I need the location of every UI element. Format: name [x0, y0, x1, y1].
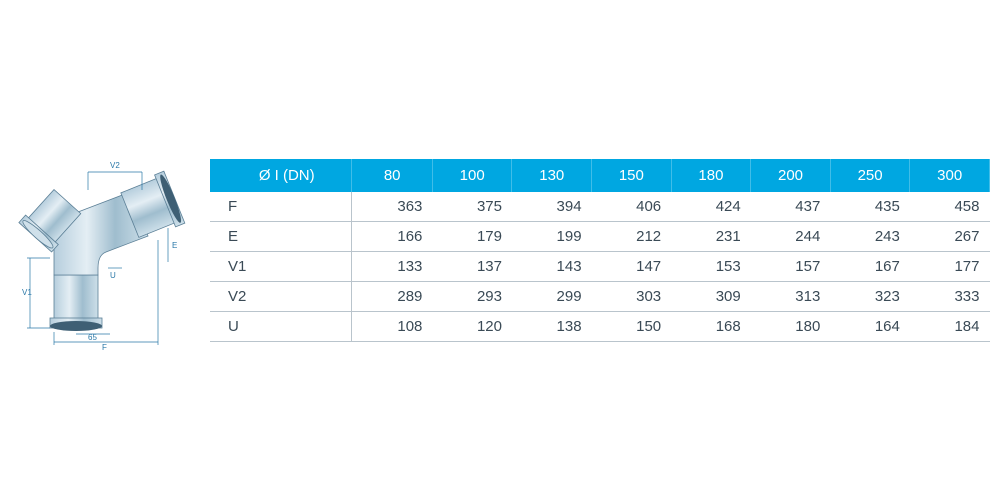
col-header-180: 180 — [671, 159, 751, 192]
table-row: F363375394406424437435458 — [210, 192, 990, 222]
cell-value: 458 — [910, 192, 990, 222]
cell-value: 166 — [352, 221, 432, 251]
cell-value: 231 — [671, 221, 751, 251]
cell-value: 150 — [592, 311, 672, 341]
row-label: U — [210, 311, 352, 341]
col-header-80: 80 — [352, 159, 432, 192]
cell-value: 167 — [830, 251, 910, 281]
cell-value: 180 — [751, 311, 831, 341]
col-header-250: 250 — [830, 159, 910, 192]
cell-value: 244 — [751, 221, 831, 251]
table-row: E166179199212231244243267 — [210, 221, 990, 251]
cell-value: 120 — [432, 311, 512, 341]
cell-value: 435 — [830, 192, 910, 222]
cell-value: 394 — [512, 192, 592, 222]
col-header-150: 150 — [592, 159, 672, 192]
row-label: V1 — [210, 251, 352, 281]
cell-value: 309 — [671, 281, 751, 311]
table-row: V1133137143147153157167177 — [210, 251, 990, 281]
col-header-200: 200 — [751, 159, 831, 192]
dimension-table-wrap: Ø I (DN)80100130150180200250300 F3633753… — [190, 159, 990, 342]
cell-value: 199 — [512, 221, 592, 251]
cell-value: 138 — [512, 311, 592, 341]
cell-value: 323 — [830, 281, 910, 311]
cell-value: 267 — [910, 221, 990, 251]
cell-value: 333 — [910, 281, 990, 311]
dim-label-u: U — [110, 271, 116, 280]
cell-value: 133 — [352, 251, 432, 281]
dim-label-65: 65 — [88, 333, 97, 342]
cell-value: 137 — [432, 251, 512, 281]
dim-label-v1: V1 — [22, 288, 32, 297]
cell-value: 184 — [910, 311, 990, 341]
col-header-100: 100 — [432, 159, 512, 192]
dim-label-v2: V2 — [110, 161, 120, 170]
cell-value: 212 — [592, 221, 672, 251]
cell-value: 179 — [432, 221, 512, 251]
dim-label-e: E — [172, 241, 177, 250]
col-header-dn: Ø I (DN) — [210, 159, 352, 192]
table-row: U108120138150168180164184 — [210, 311, 990, 341]
cell-value: 437 — [751, 192, 831, 222]
table-row: V2289293299303309313323333 — [210, 281, 990, 311]
pipe-elbow-svg: V1 F 65 V2 E U — [10, 150, 190, 350]
dimension-table: Ø I (DN)80100130150180200250300 F3633753… — [210, 159, 990, 342]
technical-diagram: V1 F 65 V2 E U — [10, 150, 190, 350]
cell-value: 157 — [751, 251, 831, 281]
cell-value: 424 — [671, 192, 751, 222]
cell-value: 293 — [432, 281, 512, 311]
row-label: F — [210, 192, 352, 222]
cell-value: 143 — [512, 251, 592, 281]
page-container: V1 F 65 V2 E U Ø I (DN)80100130150180200… — [0, 0, 1000, 500]
table-body: F363375394406424437435458E16617919921223… — [210, 192, 990, 342]
cell-value: 243 — [830, 221, 910, 251]
col-header-300: 300 — [910, 159, 990, 192]
cell-value: 168 — [671, 311, 751, 341]
cell-value: 153 — [671, 251, 751, 281]
cell-value: 313 — [751, 281, 831, 311]
cell-value: 303 — [592, 281, 672, 311]
table-header-row: Ø I (DN)80100130150180200250300 — [210, 159, 990, 192]
row-label: E — [210, 221, 352, 251]
cell-value: 164 — [830, 311, 910, 341]
cell-value: 363 — [352, 192, 432, 222]
cell-value: 375 — [432, 192, 512, 222]
dim-label-f: F — [102, 343, 107, 350]
cell-value: 289 — [352, 281, 432, 311]
cell-value: 299 — [512, 281, 592, 311]
table-header: Ø I (DN)80100130150180200250300 — [210, 159, 990, 192]
col-header-130: 130 — [512, 159, 592, 192]
cell-value: 108 — [352, 311, 432, 341]
row-label: V2 — [210, 281, 352, 311]
cell-value: 406 — [592, 192, 672, 222]
cell-value: 177 — [910, 251, 990, 281]
cell-value: 147 — [592, 251, 672, 281]
